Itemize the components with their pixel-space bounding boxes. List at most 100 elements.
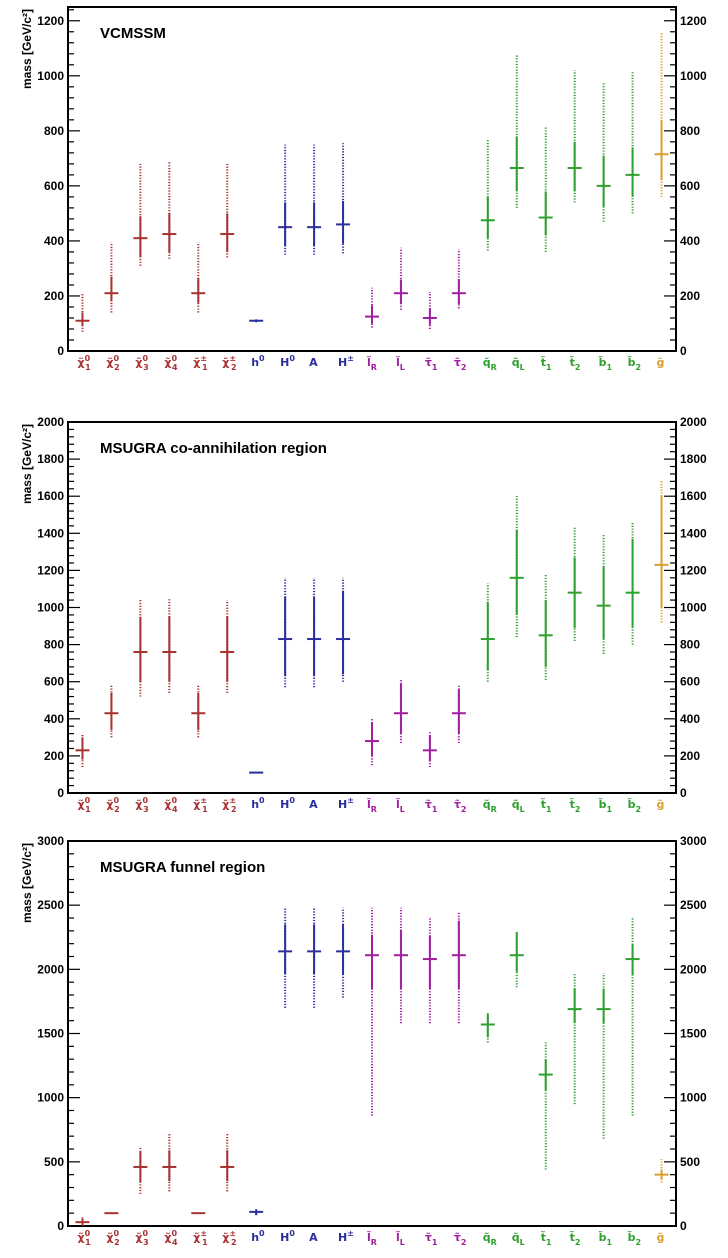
x-category-label-t1: t̃1	[541, 356, 552, 372]
data-point-gluino	[654, 479, 669, 623]
data-point-tau2	[451, 911, 466, 1024]
y-tick-label-right: 1200	[680, 14, 707, 28]
x-category-label-A: A	[309, 798, 318, 811]
data-point-chi10	[75, 1217, 90, 1226]
data-point-chi30	[133, 600, 148, 697]
y-tick-label-right: 400	[680, 234, 700, 248]
x-category-label-t2: t̃2	[570, 1231, 581, 1247]
y-tick-label-right: 600	[680, 179, 700, 193]
x-category-label-lL: l̃L	[396, 356, 405, 372]
x-category-label-qR: q̃R	[483, 356, 497, 372]
chart-title: MSUGRA funnel region	[100, 859, 265, 876]
y-tick-label-left: 1400	[37, 526, 64, 540]
data-point-tau1	[422, 916, 437, 1024]
data-point-chi40	[162, 161, 177, 259]
data-point-b1	[596, 973, 611, 1139]
y-tick-label-right: 0	[680, 786, 687, 800]
y-tick-label-left: 600	[44, 675, 64, 689]
y-tick-label-left: 2500	[37, 898, 64, 912]
data-point-chi1pm	[191, 685, 206, 738]
data-point-tau1	[422, 731, 437, 768]
data-point-qR	[480, 139, 495, 251]
x-category-label-lR: l̃R	[367, 356, 377, 372]
y-tick-label-left: 800	[44, 638, 64, 652]
x-category-label-h0: h0	[251, 796, 265, 811]
data-point-t1	[538, 126, 553, 252]
data-point-t2	[567, 527, 582, 641]
chart-title: MSUGRA co-annihilation region	[100, 440, 327, 457]
x-category-label-H0: H0	[280, 354, 295, 369]
data-point-tau2	[451, 685, 466, 743]
y-tick-label-left: 2000	[37, 962, 64, 976]
y-tick-label-right: 2000	[680, 415, 707, 429]
x-category-label-A: A	[309, 1231, 318, 1244]
data-point-chi1pm	[191, 1212, 206, 1215]
y-tick-label-left: 1200	[37, 563, 64, 577]
x-category-label-tau2: τ̃2	[454, 1231, 467, 1247]
data-point-lL	[393, 679, 408, 743]
x-category-label-A: A	[309, 356, 318, 369]
data-point-chi30	[133, 163, 148, 266]
x-category-label-chi40: χ̃0 4	[164, 354, 178, 372]
y-tick-label-right: 0	[680, 1219, 687, 1233]
data-point-Hpm	[336, 143, 351, 254]
x-category-label-lR: l̃R	[367, 1231, 377, 1247]
x-category-label-h0: h0	[251, 1229, 265, 1244]
data-point-Hpm	[336, 577, 351, 682]
data-point-h0	[249, 319, 264, 323]
data-point-qR	[480, 583, 495, 682]
data-point-H0	[278, 907, 293, 1008]
chart-panel-3: 0 0 500 500 1000 1000 1500 1500 2000 2000 2500 2500…	[20, 834, 707, 1247]
data-point-b2	[625, 916, 640, 1116]
x-category-label-lL: l̃L	[396, 798, 405, 814]
chart-panel-2: 0 0 200 200 400 400 600 600 800 800 1000 1000 1200 12…	[20, 415, 707, 814]
y-axis-label: mass [GeV/c²]	[20, 843, 34, 923]
x-category-label-qR: q̃R	[483, 1231, 497, 1247]
data-point-chi20	[104, 242, 119, 313]
y-tick-label-right: 1000	[680, 1091, 707, 1105]
data-point-lL	[393, 247, 408, 310]
x-category-label-qR: q̃R	[483, 798, 497, 814]
data-point-b2	[625, 71, 640, 214]
x-category-label-chi30: χ̃0 3	[135, 354, 148, 372]
y-tick-label-right: 400	[680, 712, 700, 726]
data-point-t1	[538, 1042, 553, 1170]
data-point-Hpm	[336, 907, 351, 998]
y-tick-label-right: 1000	[680, 69, 707, 83]
x-category-label-b1: b̃1	[598, 1231, 612, 1247]
data-point-h0	[249, 771, 264, 774]
y-tick-label-left: 2000	[37, 415, 64, 429]
x-category-label-t1: t̃1	[541, 1231, 552, 1247]
x-category-label-chi10: χ̃0 1	[77, 354, 91, 372]
y-tick-label-right: 600	[680, 675, 700, 689]
x-category-label-chi10: χ̃0 1	[77, 1229, 91, 1247]
x-category-label-chi30: χ̃0 3	[135, 796, 148, 814]
y-tick-label-right: 1200	[680, 563, 707, 577]
x-category-label-t2: t̃2	[570, 798, 581, 814]
y-tick-label-right: 2500	[680, 898, 707, 912]
x-category-label-lR: l̃R	[367, 798, 377, 814]
x-category-label-H0: H0	[280, 796, 295, 811]
x-category-label-lL: l̃L	[396, 1231, 405, 1247]
data-point-gluino	[654, 1159, 669, 1183]
x-category-label-b1: b̃1	[598, 356, 612, 372]
x-category-label-b1: b̃1	[598, 798, 612, 814]
data-point-H0	[278, 577, 293, 688]
y-tick-label-left: 400	[44, 712, 64, 726]
x-category-label-chi2pm: χ̃± 2	[222, 796, 236, 814]
data-point-chi2pm	[220, 163, 235, 258]
plot-frame	[67, 6, 677, 352]
data-point-chi30	[133, 1147, 148, 1194]
x-category-label-tau1: τ̃1	[425, 356, 438, 372]
x-category-label-chi20: χ̃0 2	[106, 796, 119, 814]
y-axis-label: mass [GeV/c²]	[20, 424, 34, 504]
data-point-chi1pm	[191, 242, 206, 313]
data-point-t2	[567, 70, 582, 203]
x-category-label-chi40: χ̃0 4	[164, 796, 178, 814]
x-category-label-H0: H0	[280, 1229, 295, 1244]
x-category-label-chi2pm: χ̃± 2	[222, 1229, 236, 1247]
data-point-H0	[278, 144, 293, 255]
x-category-label-tau2: τ̃2	[454, 356, 467, 372]
y-tick-label-right: 1500	[680, 1027, 707, 1041]
